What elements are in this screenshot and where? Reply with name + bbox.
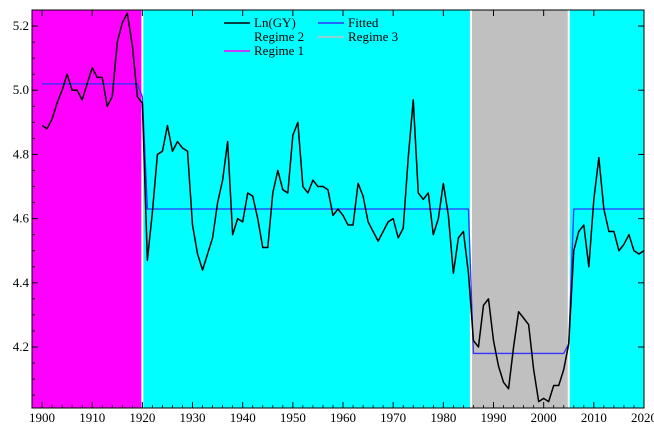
y-tick-label-5.2: 5.2	[13, 18, 29, 33]
regime-band-3	[470, 10, 569, 408]
axes: 1900 1910 1920 1930 1940 1950 1960 1970 1980 1990…	[13, 9, 654, 425]
x-tick-label-1910: 1910	[79, 410, 105, 425]
x-tick-label-2020: 2020	[631, 410, 654, 425]
x-tick-label-1950: 1950	[280, 410, 306, 425]
legend-label-3: Regime 2	[254, 29, 304, 44]
y-tick-label-4.2: 4.2	[13, 339, 29, 354]
y-tick-label-5.0: 5.0	[13, 82, 29, 97]
series-line-fitted	[42, 83, 644, 355]
x-tick-label-2000: 2000	[531, 410, 557, 425]
x-tick-label-1990: 1990	[481, 410, 507, 425]
legend-label-4: Regime 3	[348, 29, 398, 44]
y-tick-label-4.4: 4.4	[13, 275, 30, 290]
legend-label-5: Regime 1	[254, 43, 304, 58]
y-tick-label-4.8: 4.8	[13, 146, 29, 161]
x-tick-label-1930: 1930	[180, 410, 206, 425]
series-line-ln-gy	[41, 12, 645, 403]
x-tick-label-1940: 1940	[230, 410, 256, 425]
x-tick-label-1960: 1960	[330, 410, 356, 425]
legend-label-1: Ln(GY)	[254, 15, 296, 30]
x-tick-label-2010: 2010	[581, 410, 607, 425]
x-tick-label-1980: 1980	[430, 410, 456, 425]
y-tick-label-4.6: 4.6	[13, 211, 30, 226]
regime-band-1	[32, 10, 143, 408]
legend: Ln(GY) Fitted Regime 2 Regime 3 Regime 1	[224, 15, 398, 58]
legend-label-2: Fitted	[348, 15, 379, 30]
x-tick-label-1900: 1900	[29, 410, 55, 425]
x-tick-label-1970: 1970	[380, 410, 406, 425]
plot-frame	[31, 9, 645, 409]
series-lines	[41, 12, 645, 403]
x-tick-label-1920: 1920	[129, 410, 155, 425]
